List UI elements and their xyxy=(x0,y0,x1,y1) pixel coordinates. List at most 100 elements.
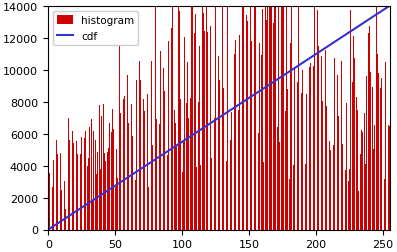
Bar xyxy=(257,7,258,230)
Bar xyxy=(69,141,70,230)
Bar xyxy=(222,7,223,230)
Bar xyxy=(223,88,224,230)
Bar xyxy=(182,172,183,230)
Bar xyxy=(274,7,275,230)
Bar xyxy=(254,7,255,230)
Bar xyxy=(309,68,310,230)
Bar xyxy=(96,174,97,230)
Bar xyxy=(385,62,386,230)
Bar xyxy=(299,26,300,230)
Bar xyxy=(194,34,195,230)
Bar xyxy=(156,119,157,230)
Bar xyxy=(250,7,251,230)
Bar xyxy=(305,164,306,230)
Bar xyxy=(210,27,211,230)
Bar xyxy=(200,165,201,230)
Bar xyxy=(344,93,345,230)
Bar xyxy=(65,209,66,230)
Bar xyxy=(172,7,173,230)
Bar xyxy=(278,7,279,230)
Bar xyxy=(362,132,363,230)
Bar xyxy=(176,145,177,230)
Bar xyxy=(227,7,228,230)
Bar xyxy=(365,164,366,230)
Bar xyxy=(340,39,341,230)
Bar xyxy=(155,7,156,230)
Bar xyxy=(310,64,311,230)
Bar xyxy=(180,100,181,230)
Bar xyxy=(265,7,266,230)
Bar xyxy=(195,15,196,230)
Bar xyxy=(349,169,350,230)
cdf xyxy=(172,146,177,149)
Bar xyxy=(238,111,239,230)
Bar xyxy=(107,152,108,230)
Bar xyxy=(266,21,267,230)
Bar xyxy=(326,107,327,230)
Bar xyxy=(211,158,212,230)
Bar xyxy=(287,90,288,230)
Bar xyxy=(171,29,172,230)
Bar xyxy=(377,55,378,230)
Bar xyxy=(179,12,180,230)
Bar xyxy=(131,104,132,230)
Bar xyxy=(50,196,51,230)
Bar xyxy=(56,141,57,230)
Bar xyxy=(295,110,296,230)
cdf xyxy=(176,143,181,146)
Bar xyxy=(212,146,213,230)
Bar xyxy=(178,7,179,230)
Bar xyxy=(68,119,69,230)
Bar xyxy=(59,175,60,230)
Bar xyxy=(352,82,353,230)
Bar xyxy=(124,97,125,230)
Bar xyxy=(93,131,94,230)
Bar xyxy=(269,7,270,230)
Bar xyxy=(318,47,319,230)
Bar xyxy=(277,128,278,230)
Bar xyxy=(108,148,109,230)
Bar xyxy=(330,150,331,230)
Bar xyxy=(279,143,280,230)
Bar xyxy=(163,69,164,230)
Bar xyxy=(127,75,128,230)
Bar xyxy=(199,47,200,230)
Bar xyxy=(54,197,56,230)
Bar xyxy=(120,113,121,230)
Bar xyxy=(252,75,253,230)
cdf xyxy=(214,118,219,121)
cdf xyxy=(46,228,51,231)
Bar xyxy=(378,74,379,230)
Bar xyxy=(373,150,374,230)
Bar xyxy=(342,145,343,230)
Bar xyxy=(80,154,81,230)
Bar xyxy=(77,154,78,230)
Bar xyxy=(221,122,222,230)
Bar xyxy=(389,127,390,230)
Bar xyxy=(125,89,126,230)
Bar xyxy=(183,140,184,230)
Bar xyxy=(132,136,133,230)
Bar xyxy=(91,120,92,230)
Bar xyxy=(101,116,102,230)
Bar xyxy=(314,7,315,230)
Bar xyxy=(235,41,236,230)
Bar xyxy=(204,32,205,230)
Bar xyxy=(219,80,220,230)
Bar xyxy=(144,112,145,230)
Bar xyxy=(376,7,377,230)
Bar xyxy=(243,7,244,230)
Bar xyxy=(99,106,100,230)
Bar xyxy=(143,100,144,230)
Bar xyxy=(49,173,50,230)
Bar xyxy=(167,155,168,230)
Bar xyxy=(191,7,192,230)
Bar xyxy=(76,142,77,230)
Bar xyxy=(337,76,338,230)
Bar xyxy=(147,94,148,230)
Bar xyxy=(57,155,58,230)
Bar xyxy=(329,142,330,230)
Bar xyxy=(61,190,62,230)
Bar xyxy=(290,44,291,230)
Bar xyxy=(128,123,129,230)
